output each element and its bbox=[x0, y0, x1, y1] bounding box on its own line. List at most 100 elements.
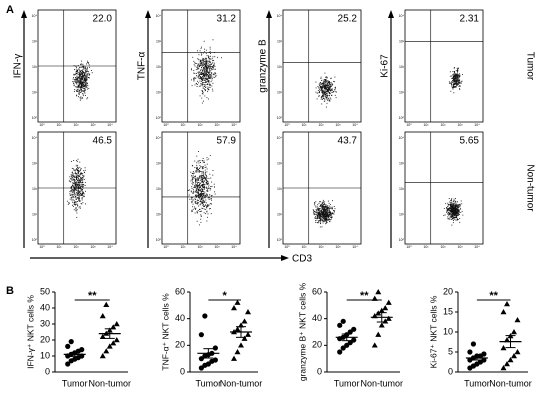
event-dot bbox=[80, 86, 82, 87]
event-dot bbox=[73, 74, 75, 76]
event-dot bbox=[74, 188, 76, 190]
event-dot bbox=[212, 61, 214, 63]
event-dot bbox=[79, 161, 81, 163]
event-dot bbox=[192, 206, 194, 208]
event-dot bbox=[457, 204, 459, 206]
event-dot bbox=[451, 218, 453, 220]
event-dot bbox=[327, 215, 329, 217]
event-dot bbox=[328, 208, 330, 210]
event-dot bbox=[199, 190, 201, 192]
event-dot bbox=[457, 71, 458, 73]
event-dot bbox=[196, 189, 197, 191]
event-dot bbox=[198, 171, 200, 173]
event-dot bbox=[214, 191, 216, 193]
event-dot bbox=[195, 77, 197, 79]
event-dot bbox=[329, 212, 331, 214]
event-dot bbox=[455, 217, 457, 218]
event-dot bbox=[74, 89, 76, 91]
event-dot bbox=[194, 201, 196, 203]
event-dot bbox=[205, 186, 207, 188]
event-dot bbox=[454, 80, 455, 82]
event-dot bbox=[88, 72, 90, 74]
event-dot bbox=[83, 87, 85, 89]
event-dot bbox=[325, 215, 327, 216]
event-dot bbox=[197, 63, 199, 65]
event-dot bbox=[448, 214, 450, 216]
event-dot bbox=[327, 207, 329, 209]
event-dot bbox=[317, 212, 319, 214]
event-dot bbox=[329, 82, 331, 84]
event-dot bbox=[327, 81, 329, 83]
event-dot bbox=[206, 73, 208, 75]
event-dot bbox=[319, 214, 320, 216]
event-dot bbox=[200, 191, 202, 193]
event-dot bbox=[70, 191, 72, 193]
event-dot bbox=[450, 200, 452, 202]
event-dot bbox=[85, 81, 87, 83]
event-dot bbox=[325, 223, 327, 225]
event-dot bbox=[78, 181, 80, 183]
event-dot bbox=[323, 83, 325, 85]
event-dot bbox=[200, 200, 201, 202]
event-dot bbox=[82, 93, 84, 95]
event-dot bbox=[80, 182, 82, 184]
event-dot bbox=[206, 80, 208, 82]
event-dot bbox=[207, 79, 209, 81]
event-dot bbox=[73, 73, 75, 75]
event-dot bbox=[78, 191, 80, 193]
event-dot bbox=[197, 179, 199, 180]
event-dot bbox=[209, 86, 211, 88]
event-dot bbox=[200, 175, 202, 177]
event-dot bbox=[79, 177, 81, 179]
event-dot bbox=[91, 72, 93, 74]
event-dot bbox=[212, 68, 214, 70]
significance-label: ** bbox=[489, 290, 498, 302]
event-dot bbox=[200, 194, 202, 196]
event-dot bbox=[196, 184, 198, 186]
event-dot bbox=[317, 217, 318, 219]
event-dot bbox=[453, 75, 455, 77]
event-dot bbox=[205, 67, 207, 69]
event-dot bbox=[325, 218, 327, 220]
event-dot bbox=[75, 73, 77, 75]
axis-tick-label: 10⁴ bbox=[474, 245, 480, 249]
event-dot bbox=[207, 66, 209, 68]
event-dot bbox=[202, 100, 204, 102]
event-dot bbox=[81, 195, 83, 197]
event-dot bbox=[191, 176, 193, 178]
event-dot bbox=[325, 87, 327, 89]
event-dot bbox=[193, 78, 195, 80]
event-dot bbox=[78, 192, 80, 194]
event-dot bbox=[80, 168, 82, 170]
event-dot bbox=[450, 207, 452, 209]
data-point bbox=[375, 331, 382, 337]
event-dot bbox=[69, 198, 71, 200]
event-dot bbox=[211, 65, 213, 67]
event-dot bbox=[328, 211, 330, 213]
event-dot bbox=[74, 170, 76, 172]
event-dot bbox=[329, 213, 330, 215]
event-dot bbox=[458, 211, 460, 213]
event-dot bbox=[73, 209, 75, 211]
event-dot bbox=[326, 213, 328, 215]
event-dot bbox=[324, 100, 326, 102]
event-dot bbox=[207, 197, 209, 199]
event-dot bbox=[327, 85, 329, 86]
event-dot bbox=[200, 201, 202, 203]
event-dot bbox=[202, 181, 204, 183]
event-dot bbox=[202, 203, 204, 205]
event-dot bbox=[206, 177, 208, 179]
event-dot bbox=[320, 77, 322, 79]
event-dot bbox=[198, 189, 200, 191]
event-dot bbox=[78, 190, 80, 191]
event-dot bbox=[193, 72, 195, 74]
event-dot bbox=[319, 89, 321, 91]
event-dot bbox=[331, 88, 333, 90]
event-dot bbox=[205, 205, 207, 206]
event-dot bbox=[84, 89, 86, 91]
event-dot bbox=[86, 62, 88, 64]
event-dot bbox=[331, 208, 333, 210]
event-dot bbox=[202, 160, 204, 162]
event-dot bbox=[202, 185, 204, 187]
